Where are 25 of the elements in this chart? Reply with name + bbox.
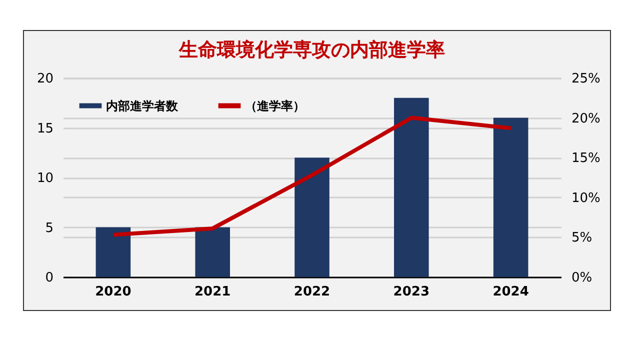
y2-tick-label: 0% — [572, 270, 592, 286]
y-tick-label: 0 — [45, 270, 54, 286]
chart-title: 生命環境化学専攻の内部進学率 — [178, 39, 445, 61]
y2-tick-label: 25% — [572, 72, 600, 86]
x-tick-label: 2020 — [95, 284, 132, 300]
x-tick-label: 2022 — [294, 284, 330, 300]
x-tick-label: 2021 — [194, 284, 231, 300]
y2-tick-label: 10% — [572, 190, 600, 206]
line-series — [111, 116, 513, 237]
bar — [493, 118, 528, 277]
y-tick-label: 15 — [36, 121, 54, 136]
y-tick-label: 5 — [45, 220, 54, 236]
y-tick-label: 20 — [36, 72, 54, 86]
y2-tick-label: 20% — [572, 111, 600, 126]
y-tick-label: 10 — [36, 171, 54, 186]
y2-tick-label: 15% — [572, 151, 600, 166]
x-tick-label: 2023 — [393, 284, 430, 300]
bar — [394, 98, 429, 277]
bar — [195, 227, 230, 277]
bar — [294, 158, 330, 277]
bar — [96, 227, 131, 277]
legend-label: 内部進学者数 — [106, 98, 179, 113]
x-tick-label: 2024 — [492, 284, 529, 300]
y2-tick-label: 5% — [572, 230, 592, 246]
legend-label: （進学率） — [245, 98, 305, 113]
